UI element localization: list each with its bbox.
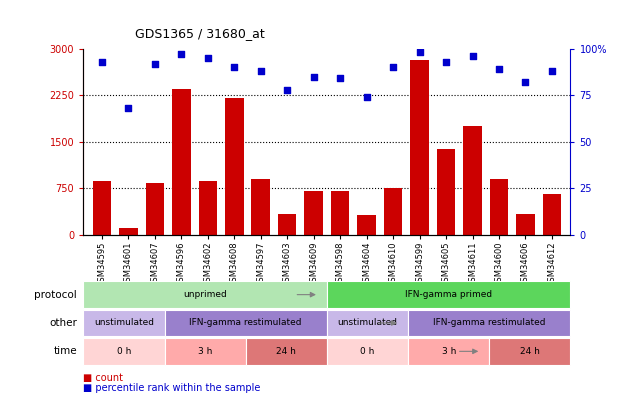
Point — [547, 68, 557, 74]
Bar — [327, 310, 408, 336]
Point — [308, 73, 319, 80]
Bar — [331, 191, 349, 235]
Point — [123, 105, 133, 111]
Point — [335, 75, 345, 82]
Bar — [146, 183, 164, 235]
Bar — [408, 338, 489, 365]
Point — [388, 64, 398, 70]
Point — [520, 79, 531, 85]
Bar — [225, 98, 244, 235]
Bar — [437, 149, 455, 235]
Text: IFN-gamma primed: IFN-gamma primed — [405, 290, 492, 299]
Bar — [410, 60, 429, 235]
Point — [229, 64, 239, 70]
Bar — [327, 281, 570, 308]
Text: other: other — [49, 318, 77, 328]
Text: GDS1365 / 31680_at: GDS1365 / 31680_at — [135, 28, 264, 40]
Bar — [251, 179, 270, 235]
Point — [256, 68, 266, 74]
Bar — [327, 338, 408, 365]
Text: protocol: protocol — [34, 290, 77, 300]
Text: 3 h: 3 h — [198, 347, 212, 356]
Bar — [516, 214, 535, 235]
Point — [176, 51, 187, 58]
Text: IFN-gamma restimulated: IFN-gamma restimulated — [190, 318, 302, 328]
Bar — [199, 181, 217, 235]
Point — [203, 55, 213, 61]
Point — [441, 58, 451, 65]
Point — [494, 66, 504, 72]
Bar — [543, 194, 562, 235]
Text: 0 h: 0 h — [117, 347, 131, 356]
Point — [97, 58, 107, 65]
Text: 24 h: 24 h — [520, 347, 540, 356]
Text: 0 h: 0 h — [360, 347, 375, 356]
Point — [467, 53, 478, 59]
Point — [282, 86, 292, 93]
Bar — [246, 338, 327, 365]
Text: unprimed: unprimed — [183, 290, 227, 299]
Point — [362, 94, 372, 100]
Text: ■ count: ■ count — [83, 373, 123, 383]
Bar — [463, 126, 482, 235]
Point — [150, 60, 160, 67]
Bar — [408, 310, 570, 336]
Text: unstimulated: unstimulated — [94, 318, 154, 328]
Bar — [92, 181, 111, 235]
Text: time: time — [53, 346, 77, 356]
Bar — [83, 310, 165, 336]
Bar — [490, 179, 508, 235]
Text: ■ percentile rank within the sample: ■ percentile rank within the sample — [83, 383, 261, 393]
Bar — [83, 338, 165, 365]
Bar — [119, 228, 138, 235]
Bar — [304, 192, 323, 235]
Bar — [358, 215, 376, 235]
Bar — [172, 89, 190, 235]
Text: IFN-gamma restimulated: IFN-gamma restimulated — [433, 318, 545, 328]
Bar — [165, 310, 327, 336]
Bar — [165, 338, 246, 365]
Point — [415, 49, 425, 55]
Text: 24 h: 24 h — [276, 347, 296, 356]
Text: unstimulated: unstimulated — [338, 318, 397, 328]
Bar — [489, 338, 570, 365]
Bar — [83, 281, 327, 308]
Bar — [278, 214, 297, 235]
Text: 3 h: 3 h — [442, 347, 456, 356]
Bar — [384, 188, 403, 235]
